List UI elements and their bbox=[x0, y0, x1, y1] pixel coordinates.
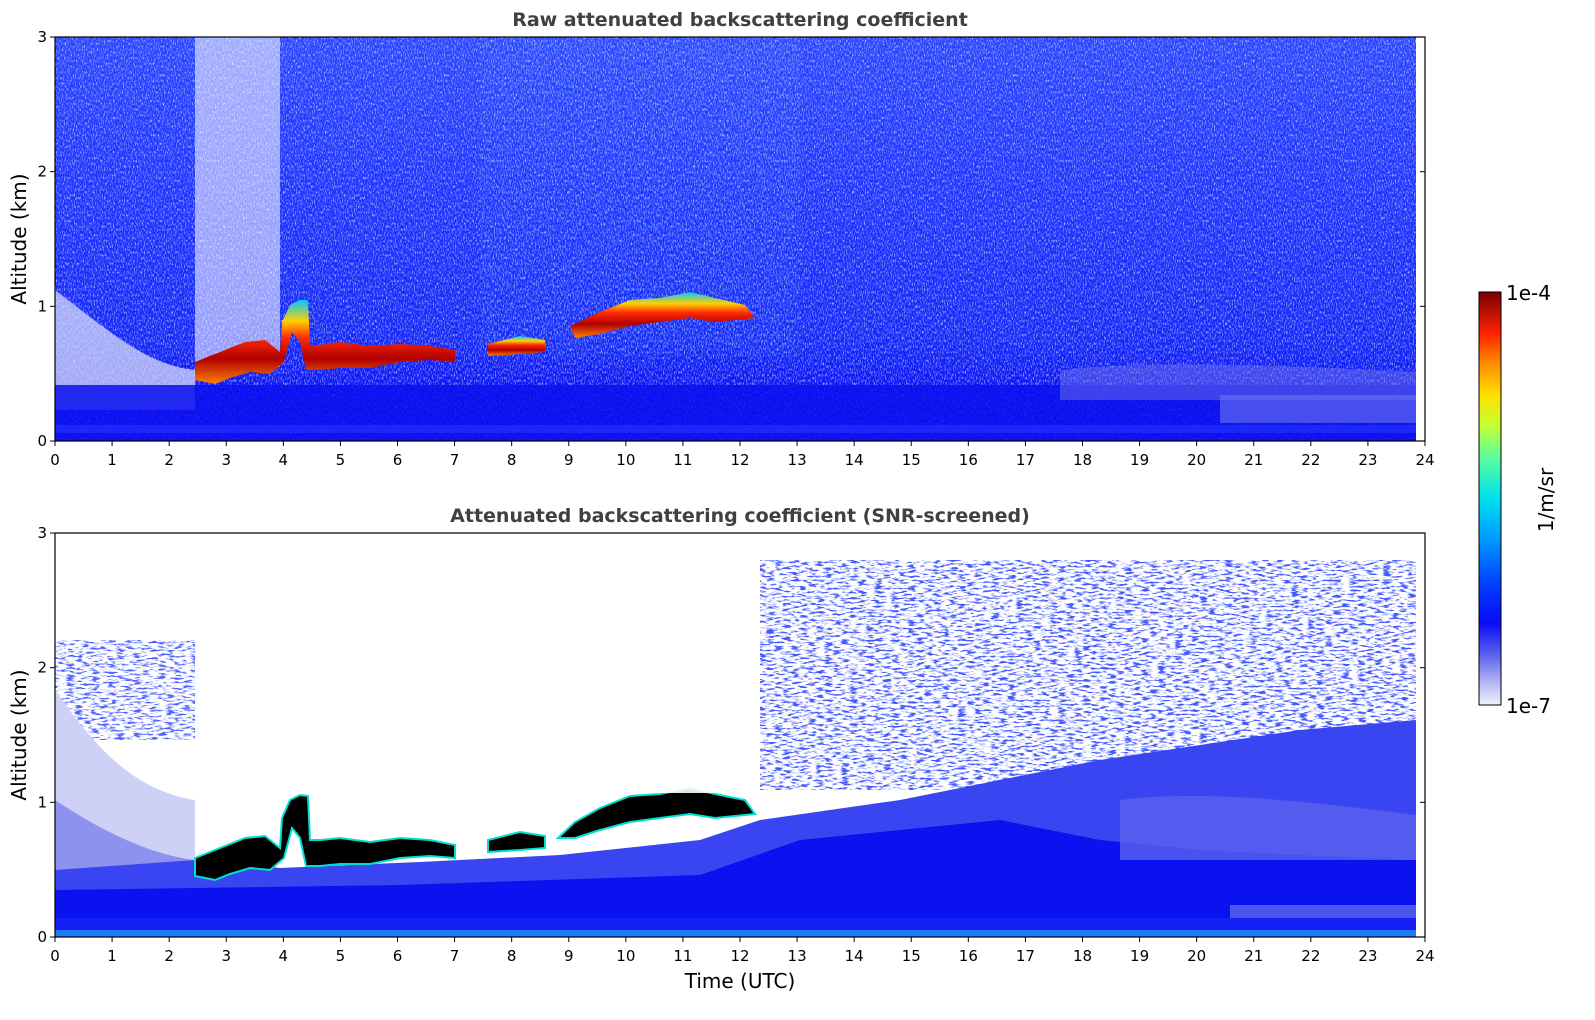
x-tick-label: 16 bbox=[959, 451, 978, 469]
x-tick-label: 24 bbox=[1415, 451, 1434, 469]
screened-panel-title: Attenuated backscattering coefficient (S… bbox=[450, 505, 1030, 527]
x-tick-label: 10 bbox=[616, 451, 635, 469]
x-tick-label: 2 bbox=[164, 451, 174, 469]
x-tick-label: 17 bbox=[1016, 451, 1035, 469]
y-tick-label: 3 bbox=[37, 524, 47, 542]
x-tick-label: 22 bbox=[1301, 451, 1320, 469]
x-tick-label: 11 bbox=[673, 451, 692, 469]
x-tick-label: 5 bbox=[336, 947, 346, 965]
screened-ylabel: Altitude (km) bbox=[7, 669, 31, 800]
x-tick-label: 20 bbox=[1187, 947, 1206, 965]
y-tick-label: 2 bbox=[37, 163, 47, 181]
x-tick-label: 5 bbox=[336, 451, 346, 469]
x-tick-label: 4 bbox=[279, 947, 289, 965]
x-tick-label: 15 bbox=[902, 451, 921, 469]
x-tick-label: 6 bbox=[393, 451, 403, 469]
x-tick-label: 21 bbox=[1244, 947, 1263, 965]
x-tick-label: 7 bbox=[450, 947, 460, 965]
x-tick-label: 1 bbox=[107, 947, 117, 965]
x-tick-label: 19 bbox=[1130, 947, 1149, 965]
x-tick-label: 20 bbox=[1187, 451, 1206, 469]
raw-ylabel: Altitude (km) bbox=[7, 173, 31, 304]
raw-cloud-layer bbox=[195, 300, 455, 384]
x-tick-label: 14 bbox=[845, 451, 864, 469]
x-tick-label: 19 bbox=[1130, 451, 1149, 469]
x-tick-label: 3 bbox=[221, 451, 231, 469]
y-tick-label: 0 bbox=[37, 432, 47, 450]
x-tick-label: 14 bbox=[845, 947, 864, 965]
x-tick-label: 13 bbox=[788, 451, 807, 469]
screened-heatmap bbox=[55, 533, 1425, 937]
x-tick-label: 10 bbox=[616, 947, 635, 965]
x-tick-label: 9 bbox=[564, 947, 574, 965]
x-tick-label: 4 bbox=[279, 451, 289, 469]
x-tick-label: 9 bbox=[564, 451, 574, 469]
raw-x-axis: 0 1 2 3 4 5 6 7 8 9 10 11 12 13 14 15 16 17 18 19 20 21 22 23 24 bbox=[50, 441, 1435, 469]
colorbar: 1e-4 1e-7 1/m/sr bbox=[1478, 281, 1558, 718]
y-tick-label: 2 bbox=[37, 659, 47, 677]
x-tick-label: 3 bbox=[221, 947, 231, 965]
screened-y-axis: 0 1 2 3 bbox=[37, 524, 1425, 946]
x-tick-label: 7 bbox=[450, 451, 460, 469]
x-tick-label: 23 bbox=[1358, 451, 1377, 469]
x-tick-label: 12 bbox=[730, 451, 749, 469]
x-tick-label: 24 bbox=[1415, 947, 1434, 965]
y-tick-label: 1 bbox=[37, 297, 47, 315]
screened-cloud-layer bbox=[194, 793, 456, 882]
y-tick-label: 0 bbox=[37, 928, 47, 946]
colorbar-unit-label: 1/m/sr bbox=[1534, 467, 1558, 532]
x-tick-label: 8 bbox=[507, 947, 517, 965]
xlabel: Time (UTC) bbox=[684, 969, 796, 993]
y-tick-label: 3 bbox=[37, 28, 47, 46]
screened-x-axis: 0 1 2 3 4 5 6 7 8 9 10 11 12 13 14 15 16 17 18 19 20 21 22 23 24 bbox=[50, 937, 1435, 965]
x-tick-label: 18 bbox=[1073, 451, 1092, 469]
x-tick-label: 8 bbox=[507, 451, 517, 469]
raw-panel-title: Raw attenuated backscattering coefficien… bbox=[512, 9, 968, 31]
raw-y-axis: 0 1 2 3 bbox=[37, 28, 1425, 450]
x-tick-label: 11 bbox=[673, 947, 692, 965]
colorbar-min-label: 1e-7 bbox=[1506, 694, 1551, 718]
x-tick-label: 13 bbox=[788, 947, 807, 965]
x-tick-label: 1 bbox=[107, 451, 117, 469]
x-tick-label: 22 bbox=[1301, 947, 1320, 965]
colorbar-max-label: 1e-4 bbox=[1506, 281, 1551, 305]
x-tick-label: 18 bbox=[1073, 947, 1092, 965]
x-tick-label: 0 bbox=[50, 947, 60, 965]
y-tick-label: 1 bbox=[37, 793, 47, 811]
x-tick-label: 2 bbox=[164, 947, 174, 965]
colorbar-gradient bbox=[1478, 291, 1502, 706]
x-tick-label: 12 bbox=[730, 947, 749, 965]
x-tick-label: 23 bbox=[1358, 947, 1377, 965]
x-tick-label: 17 bbox=[1016, 947, 1035, 965]
raw-panel: Raw attenuated backscattering coefficien… bbox=[7, 9, 1435, 469]
screened-panel: Attenuated backscattering coefficient (S… bbox=[7, 505, 1435, 993]
x-tick-label: 16 bbox=[959, 947, 978, 965]
raw-heatmap bbox=[55, 37, 1416, 441]
x-tick-label: 6 bbox=[393, 947, 403, 965]
x-tick-label: 0 bbox=[50, 451, 60, 469]
x-tick-label: 15 bbox=[902, 947, 921, 965]
x-tick-label: 21 bbox=[1244, 451, 1263, 469]
